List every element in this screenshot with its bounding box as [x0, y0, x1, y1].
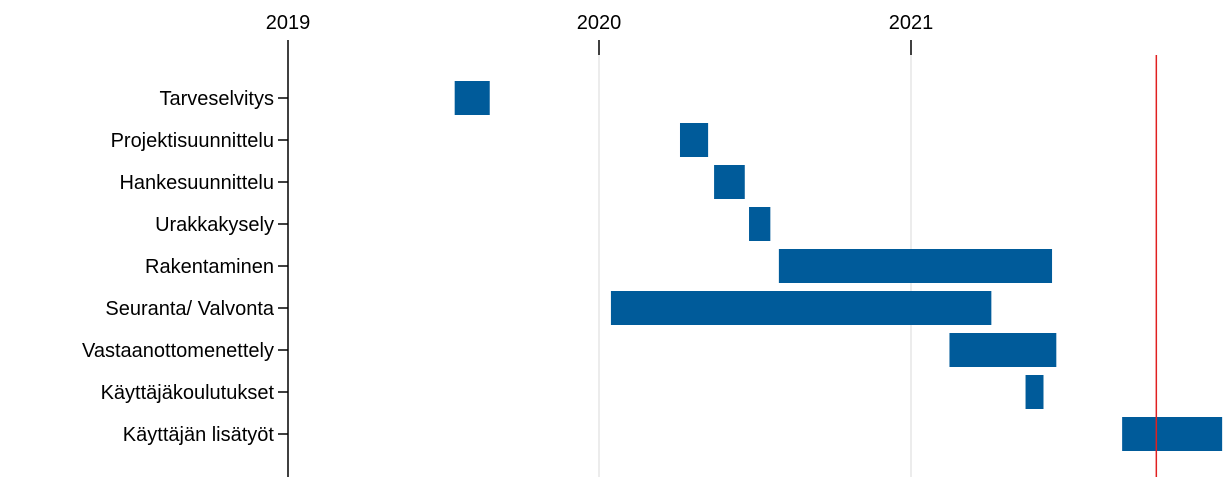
- task-bar: [949, 333, 1057, 367]
- y-axis: Tarveselvitys Projektisuunnittelu Hankesuu…: [82, 55, 289, 477]
- task-bar: [778, 249, 1053, 283]
- category-label: Käyttäjän lisätyöt: [123, 424, 275, 446]
- category-label: Rakentaminen: [145, 256, 274, 278]
- x-axis-ticks: 2019 2020 2021: [266, 12, 934, 55]
- category-label: Vastaanottomenettely: [82, 340, 274, 362]
- task-bar: [1025, 375, 1044, 409]
- category-label: Hankesuunnittelu: [119, 172, 274, 194]
- category-label: Käyttäjäkoulutukset: [101, 382, 275, 404]
- x-tick-label: 2020: [577, 12, 622, 34]
- task-bar: [1122, 417, 1223, 451]
- task-bar: [714, 165, 745, 199]
- x-tick-label: 2021: [889, 12, 934, 34]
- task-bar: [749, 207, 771, 241]
- task-bar: [454, 81, 490, 115]
- x-tick-label: 2019: [266, 12, 311, 34]
- category-label: Tarveselvitys: [160, 88, 274, 110]
- category-label: Seuranta/ Valvonta: [105, 298, 275, 320]
- task-bar: [610, 291, 992, 325]
- task-bars: [454, 81, 1223, 451]
- category-label: Projektisuunnittelu: [111, 130, 274, 152]
- category-label: Urakkakysely: [155, 214, 274, 236]
- task-bar: [679, 123, 709, 157]
